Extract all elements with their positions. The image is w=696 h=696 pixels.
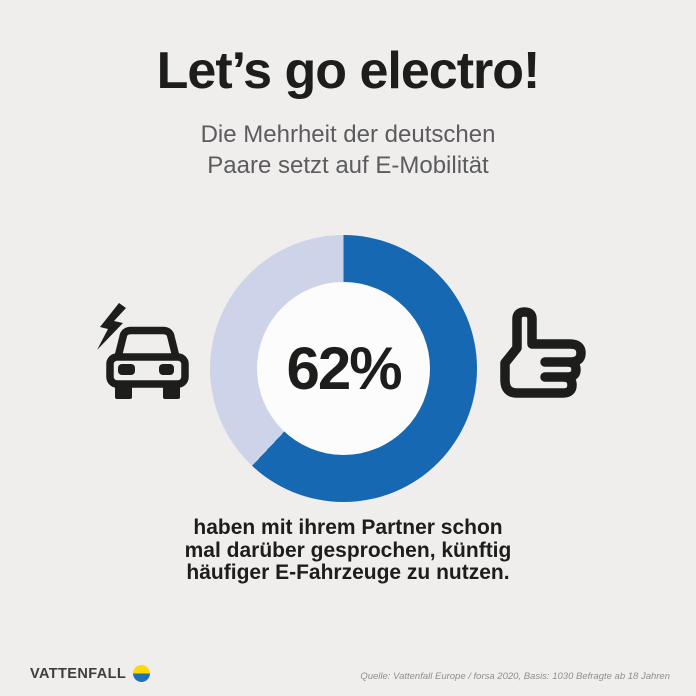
car-cabin <box>114 326 180 358</box>
subtitle: Die Mehrheit der deutschen Paare setzt a… <box>0 119 696 181</box>
chart-caption: haben mit ihrem Partner schon mal darübe… <box>0 516 696 585</box>
source-note: Quelle: Vattenfall Europe / forsa 2020, … <box>360 671 670 682</box>
vattenfall-logo: VATTENFALL <box>30 665 151 682</box>
car-body <box>106 353 189 388</box>
lightning-bolt-icon <box>97 303 126 350</box>
car-wheel-right <box>163 385 180 399</box>
thumbs-up-icon <box>500 307 586 398</box>
caption-line-1: haben mit ihrem Partner schon <box>193 516 503 539</box>
caption-line-3: häufiger E-Fahrzeuge zu nutzen. <box>186 561 510 584</box>
donut-hole: 62% <box>257 282 430 455</box>
caption-line-2: mal darüber gesprochen, künftig <box>184 538 512 562</box>
subtitle-line-2: Paare setzt auf E-Mobilität <box>207 152 489 179</box>
car-wheel-left <box>115 385 132 399</box>
thumbs-up-outline <box>500 307 586 398</box>
electric-car-icon <box>97 303 189 399</box>
donut-chart: 62% <box>210 235 477 502</box>
donut-value-label: 62% <box>286 335 402 402</box>
vattenfall-logo-icon <box>133 665 151 682</box>
vattenfall-logo-text: VATTENFALL <box>30 665 127 682</box>
car-headlight-right <box>159 364 174 375</box>
subtitle-line-1: Die Mehrheit der deutschen <box>200 121 496 148</box>
page-title: Let’s go electro! <box>156 42 541 100</box>
car-headlight-left <box>118 364 135 375</box>
